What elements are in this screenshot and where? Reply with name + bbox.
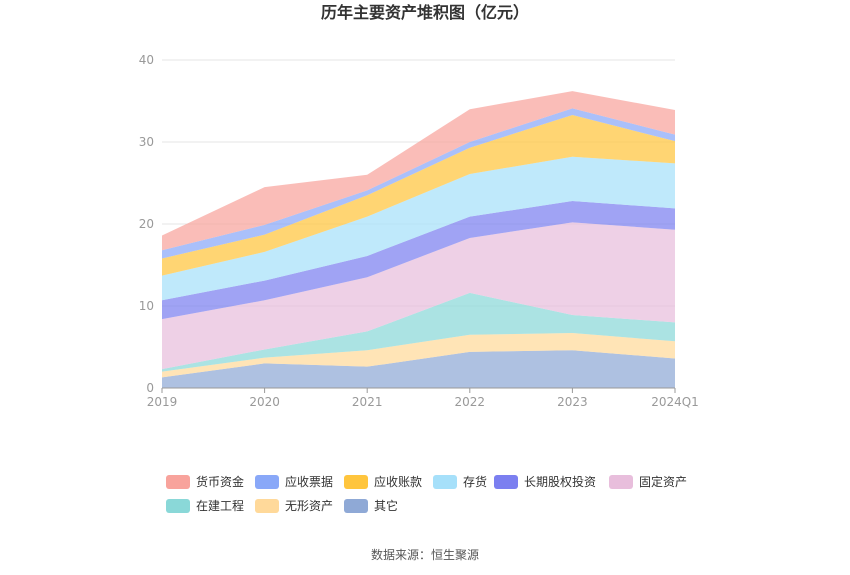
legend-item[interactable]: 应收票据 bbox=[255, 474, 333, 489]
data-source: 数据来源：恒生聚源 bbox=[371, 547, 479, 562]
legend-item[interactable]: 固定资产 bbox=[609, 474, 687, 489]
legend-item[interactable]: 无形资产 bbox=[255, 499, 333, 513]
x-tick-label: 2019 bbox=[147, 395, 178, 409]
y-tick-label: 0 bbox=[146, 381, 154, 395]
legend-label: 应收账款 bbox=[374, 474, 422, 489]
x-tick-label: 2022 bbox=[455, 395, 486, 409]
axes: 0 10 20 30 40 2019 2020 2021 2022 2023 2024Q1 bbox=[139, 53, 699, 409]
legend-item[interactable]: 其它 bbox=[344, 498, 398, 513]
legend-label: 在建工程 bbox=[196, 498, 244, 513]
y-tick-label: 20 bbox=[139, 217, 154, 231]
legend-item[interactable]: 应收账款 bbox=[344, 474, 422, 489]
legend-swatch bbox=[344, 499, 368, 513]
legend-item[interactable]: 货币资金 bbox=[166, 474, 244, 489]
legend-item[interactable]: 长期股权投资 bbox=[494, 474, 596, 489]
area-series-4 bbox=[162, 222, 675, 370]
area-series-1 bbox=[162, 350, 675, 388]
legend-swatch bbox=[166, 475, 190, 489]
y-tick-label: 10 bbox=[139, 299, 154, 313]
area-series-9 bbox=[162, 91, 675, 251]
legend-swatch bbox=[255, 475, 279, 489]
legend-item[interactable]: 在建工程 bbox=[166, 498, 244, 513]
x-tick-label: 2021 bbox=[352, 395, 383, 409]
legend-swatch bbox=[344, 475, 368, 489]
legend-swatch bbox=[609, 475, 633, 489]
legend-swatch bbox=[166, 499, 190, 513]
legend-swatch bbox=[433, 475, 457, 489]
area-series-2 bbox=[162, 333, 675, 378]
legend-item[interactable]: 存货 bbox=[433, 474, 487, 489]
y-tick-label: 30 bbox=[139, 135, 154, 149]
y-tick-label: 40 bbox=[139, 53, 154, 67]
area-series-8 bbox=[162, 108, 675, 259]
legend-label: 长期股权投资 bbox=[524, 474, 596, 489]
x-tick-label: 2023 bbox=[557, 395, 588, 409]
area-series-5 bbox=[162, 201, 675, 320]
chart-title: 历年主要资产堆积图（亿元） bbox=[321, 3, 529, 22]
legend-label: 存货 bbox=[463, 474, 487, 489]
legend-swatch bbox=[255, 499, 279, 513]
x-tick-label: 2024Q1 bbox=[651, 395, 699, 409]
area-series bbox=[162, 91, 675, 388]
legend-swatch bbox=[494, 475, 518, 489]
legend-label: 应收票据 bbox=[285, 474, 333, 489]
area-series-3 bbox=[162, 292, 675, 372]
x-tick-label: 2020 bbox=[249, 395, 280, 409]
area-series-6 bbox=[162, 156, 675, 301]
legend-label: 货币资金 bbox=[196, 474, 244, 489]
area-series-7 bbox=[162, 114, 675, 276]
legend-label: 其它 bbox=[374, 498, 398, 513]
legend-label: 固定资产 bbox=[639, 474, 687, 489]
legend-label: 无形资产 bbox=[285, 499, 333, 513]
